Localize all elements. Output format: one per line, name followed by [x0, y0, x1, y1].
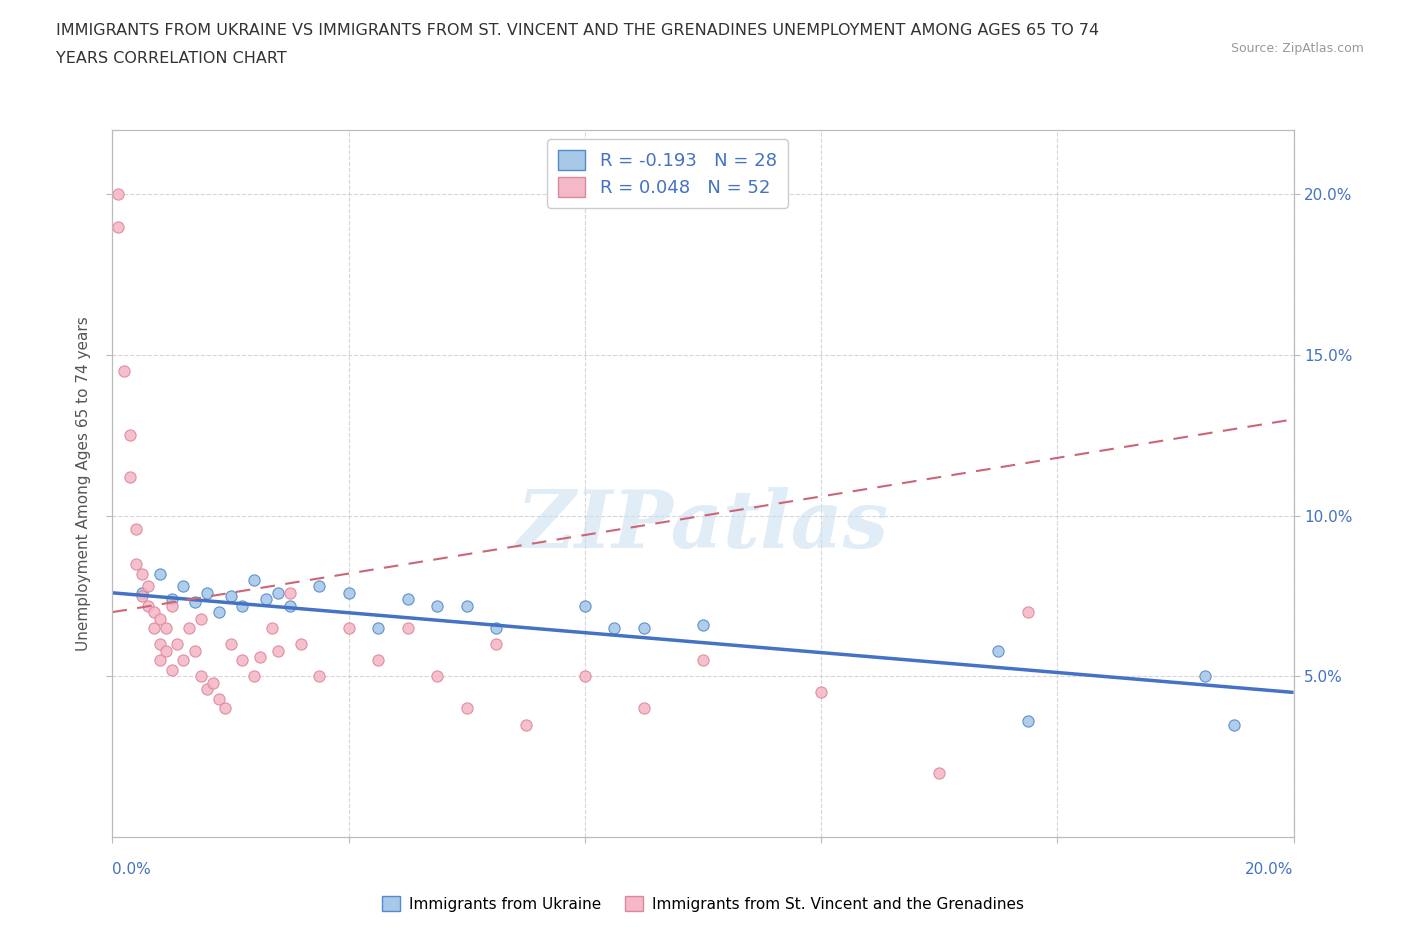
Point: [692, 618, 714, 632]
Point: [254, 591, 277, 606]
Point: [120, 428, 142, 443]
Point: [1017, 714, 1039, 729]
Point: [267, 644, 290, 658]
Point: [337, 585, 360, 600]
Point: [190, 669, 212, 684]
Point: [1194, 669, 1216, 684]
Point: [179, 620, 201, 635]
Point: [396, 591, 419, 606]
Point: [155, 644, 177, 658]
Point: [603, 620, 626, 635]
Text: 20.0%: 20.0%: [1246, 862, 1294, 877]
Point: [149, 566, 172, 581]
Point: [928, 765, 950, 780]
Point: [267, 585, 290, 600]
Point: [426, 598, 449, 613]
Text: ZIPatlas: ZIPatlas: [517, 487, 889, 565]
Point: [136, 579, 159, 594]
Point: [426, 669, 449, 684]
Point: [160, 598, 183, 613]
Point: [107, 187, 129, 202]
Point: [692, 653, 714, 668]
Point: [249, 650, 271, 665]
Point: [485, 620, 508, 635]
Text: YEARS CORRELATION CHART: YEARS CORRELATION CHART: [56, 51, 287, 66]
Point: [219, 589, 242, 604]
Point: [574, 669, 596, 684]
Point: [810, 685, 832, 700]
Point: [160, 662, 183, 677]
Point: [149, 653, 172, 668]
Point: [987, 644, 1010, 658]
Point: [142, 604, 165, 619]
Point: [131, 589, 153, 604]
Point: [201, 675, 224, 690]
Point: [166, 637, 188, 652]
Point: [172, 579, 194, 594]
Point: [107, 219, 129, 234]
Point: [112, 364, 135, 379]
Text: 0.0%: 0.0%: [112, 862, 152, 877]
Point: [219, 637, 242, 652]
Point: [1017, 604, 1039, 619]
Point: [195, 585, 218, 600]
Point: [633, 620, 655, 635]
Point: [190, 611, 212, 626]
Point: [149, 637, 172, 652]
Point: [278, 585, 301, 600]
Point: [1223, 717, 1246, 732]
Point: [125, 521, 148, 536]
Point: [367, 620, 389, 635]
Text: IMMIGRANTS FROM UKRAINE VS IMMIGRANTS FROM ST. VINCENT AND THE GRENADINES UNEMPL: IMMIGRANTS FROM UKRAINE VS IMMIGRANTS FR…: [56, 23, 1099, 38]
Point: [243, 573, 266, 588]
Point: [367, 653, 389, 668]
Point: [160, 591, 183, 606]
Point: [456, 598, 478, 613]
Point: [131, 585, 153, 600]
Point: [633, 701, 655, 716]
Point: [456, 701, 478, 716]
Point: [120, 470, 142, 485]
Point: [337, 620, 360, 635]
Point: [278, 598, 301, 613]
Point: [131, 566, 153, 581]
Point: [184, 595, 207, 610]
Point: [308, 579, 330, 594]
Point: [515, 717, 537, 732]
Point: [260, 620, 283, 635]
Legend: R = -0.193   N = 28, R = 0.048   N = 52: R = -0.193 N = 28, R = 0.048 N = 52: [547, 140, 787, 208]
Point: [214, 701, 236, 716]
Point: [485, 637, 508, 652]
Point: [172, 653, 194, 668]
Text: Source: ZipAtlas.com: Source: ZipAtlas.com: [1230, 42, 1364, 55]
Point: [231, 653, 253, 668]
Legend: Immigrants from Ukraine, Immigrants from St. Vincent and the Grenadines: Immigrants from Ukraine, Immigrants from…: [375, 890, 1031, 918]
Point: [136, 598, 159, 613]
Point: [574, 598, 596, 613]
Point: [142, 620, 165, 635]
Point: [184, 644, 207, 658]
Y-axis label: Unemployment Among Ages 65 to 74 years: Unemployment Among Ages 65 to 74 years: [76, 316, 91, 651]
Point: [208, 691, 231, 706]
Point: [125, 556, 148, 571]
Point: [208, 604, 231, 619]
Point: [195, 682, 218, 697]
Point: [149, 611, 172, 626]
Point: [308, 669, 330, 684]
Point: [231, 598, 253, 613]
Point: [396, 620, 419, 635]
Point: [290, 637, 312, 652]
Point: [243, 669, 266, 684]
Point: [155, 620, 177, 635]
